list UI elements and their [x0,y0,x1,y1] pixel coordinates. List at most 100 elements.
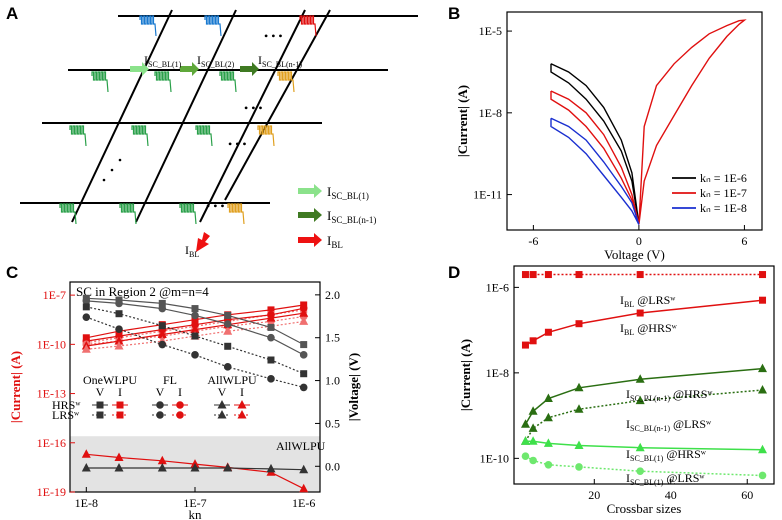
current-marker-5 [223,326,233,335]
current-marker-6 [299,483,309,493]
series-marker-1 [544,328,552,336]
series-marker-1 [575,320,583,328]
legend-arrow-sc1 [298,184,322,198]
legend-label-1: kₙ = 1E-7 [700,186,747,200]
legend-label-2: kₙ = 1E-8 [700,201,747,215]
y-axis-label: |Current| (A) [455,85,470,157]
panel-a-legend: ISC_BL(1) ISC_BL(n-1) IBL [298,184,376,250]
series-marker-3 [758,385,767,394]
series-marker-1 [759,296,767,304]
legend-v-marker [156,411,164,419]
x-axis-label: Voltage (V) [604,247,665,262]
legend-group-2: AllWLPU [207,373,257,387]
series-marker-3 [574,404,584,413]
dots-label: • • • [206,199,225,213]
series-marker-2 [758,363,767,373]
voltage-marker-1 [115,299,123,308]
ibl-label: IBL [185,243,199,259]
voltage-marker-2 [82,303,90,311]
voltage-marker-3 [223,363,232,371]
panel-b-iv-chart: -6 0 6 1E-11 1E-8 1E-5 Voltage (V) |Current| (A… [455,11,763,262]
voltage-marker-3 [191,351,199,359]
legend-text-sc1: ISC_BL(1) [327,184,369,201]
current-marker-0 [267,306,275,314]
y-tick-label: 1E-8 [479,106,502,120]
voltage-marker-0 [191,305,199,313]
y2-axis-label: |Voltage| (V) [346,353,361,421]
voltage-marker-2 [115,310,123,318]
series-label-3: ISC_BL(n-1) @LRSʷ [626,417,712,433]
voltage-marker-1 [223,320,232,328]
series-marker-4 [574,440,584,449]
memristor-cell-2 [299,15,317,37]
panel-c-kn-chart: 1E-8 1E-7 1E-6 1E-7 1E-10 1E-13 1E-16 1E-19 0.0 0… [8,281,361,520]
x-tick-label: -6 [528,234,538,248]
x-tick-label: 60 [741,488,753,502]
voltage-marker-3 [82,313,91,321]
legend-text-bl: IBL [327,233,343,250]
series-marker-5 [758,471,767,480]
current-marker-4 [114,336,124,345]
legend-i-marker [116,401,124,409]
voltage-marker-0 [158,299,166,307]
current-marker-6 [157,455,167,465]
y-tick-label: 1E-5 [479,24,502,38]
legend-row-label: HRSʷ [52,398,81,412]
x-tick-label: 0 [636,234,642,248]
series-marker-0 [544,271,552,279]
panel-a-label: A [6,4,18,23]
legend-i-marker [237,400,247,409]
current-marker-0 [191,316,199,324]
series-marker-0 [521,271,529,279]
panel-b-label: B [448,4,460,23]
memristor-cell-14 [227,203,245,225]
current-marker-5 [299,316,309,325]
series-marker-4 [528,436,538,445]
voltage-marker-3 [267,375,275,383]
voltage-marker-2 [158,322,166,330]
legend-v-marker [156,401,164,409]
legend-group-1: FL [163,373,177,387]
x-tick-label: 6 [741,234,747,248]
legend-v-marker [96,401,104,409]
shaded-region-label: AllWLPU [276,439,326,453]
y-tick-label: 1E-7 [43,288,66,302]
series-marker-3 [635,395,645,405]
y-axis-label: |Current| (A) [458,339,473,411]
legend-v-marker [217,400,227,409]
series-marker-4 [635,442,645,452]
voltage-marker-4 [299,464,309,474]
memristor-cell-6 [277,71,295,93]
voltage-marker-0 [267,323,275,331]
series-label-0: IBL @LRSʷ [620,293,676,309]
voltage-marker-1 [191,311,199,320]
y2-tick-label: 1.0 [325,374,340,388]
chart-title: SC in Region 2 @m=n=4 [76,284,209,299]
voltage-marker-4 [81,463,91,472]
series-marker-4 [758,444,767,454]
y2-tick-label: 2.0 [325,288,340,302]
voltage-marker-4 [114,463,124,472]
legend-col-i: I [240,385,244,399]
series-marker-0 [759,271,767,279]
panel-d-label: D [448,263,460,282]
current-marker-5 [81,344,91,353]
series-marker-2 [528,406,538,415]
legend-col-v: V [156,385,165,399]
series-marker-0 [529,271,537,279]
series-marker-1 [636,309,644,317]
bitline-current-arrow [196,232,210,252]
series-marker-0 [636,271,644,279]
voltage-marker-1 [158,304,167,313]
series-marker-5 [529,456,537,465]
plot-frame [513,265,775,485]
series-marker-5 [575,463,583,471]
arrow-label-1: ISC_BL(1) [144,53,182,69]
x-tick-label: 1E-8 [75,496,98,510]
voltage-marker-1 [299,351,308,359]
y-tick-label: 1E-16 [37,436,66,450]
panel-d-crossbar-chart: 20 40 60 1E-6 1E-8 1E-10 Crossbar sizes |Curren… [458,265,775,516]
series-marker-1 [521,341,529,349]
voltage-marker-2 [300,370,308,378]
